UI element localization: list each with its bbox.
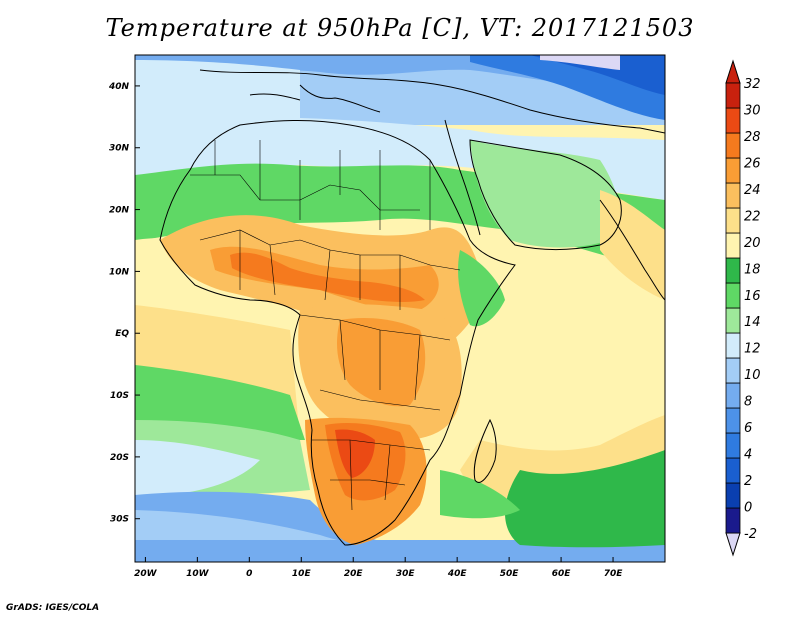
lon-tick-label: 40E bbox=[447, 569, 468, 579]
colorbar-swatch bbox=[725, 182, 741, 209]
colorbar-label: 6 bbox=[744, 421, 752, 436]
colorbar-label: 14 bbox=[744, 315, 761, 330]
colorbar-swatch bbox=[725, 207, 741, 234]
lat-tick-label: 30N bbox=[109, 144, 130, 154]
colorbar-label: 12 bbox=[744, 342, 761, 357]
colorbar-label: -2 bbox=[744, 527, 757, 542]
footer-credit: GrADS: IGES/COLA bbox=[6, 603, 100, 613]
colorbar-bottom-arrow bbox=[725, 532, 741, 557]
colorbar-swatch bbox=[725, 257, 741, 284]
lat-tick-label: EQ bbox=[115, 329, 129, 339]
colorbar-label: 26 bbox=[744, 156, 761, 171]
country-borders bbox=[190, 140, 461, 511]
colorbar-swatch bbox=[725, 407, 741, 434]
lat-tick-label: 20S bbox=[110, 453, 129, 463]
coastlines bbox=[159, 69, 665, 546]
colorbar-label: 24 bbox=[744, 183, 761, 198]
lat-tick-label: 10N bbox=[109, 267, 130, 277]
colorbar-label: 20 bbox=[744, 236, 761, 251]
map-title: Temperature at 950hPa [C], VT: 201712150… bbox=[105, 14, 695, 42]
colorbar-swatch bbox=[725, 507, 741, 534]
lon-tick-label: 60E bbox=[552, 569, 572, 579]
lon-tick-label: 70E bbox=[604, 569, 624, 579]
colorbar-swatch bbox=[725, 232, 741, 259]
colorbar-swatch bbox=[725, 107, 741, 134]
colorbar-label: 28 bbox=[744, 130, 761, 145]
colorbar-label: 16 bbox=[744, 289, 761, 304]
colorbar-label: 22 bbox=[744, 209, 761, 224]
colorbar-swatch bbox=[725, 432, 741, 459]
colorbar-swatch bbox=[725, 307, 741, 334]
lat-tick-label: 40N bbox=[108, 82, 130, 92]
colorbar-label: 0 bbox=[744, 501, 752, 516]
colorbar-swatch bbox=[725, 132, 741, 159]
colorbar-swatch bbox=[725, 282, 741, 309]
lon-tick-label: 0 bbox=[246, 569, 252, 579]
lat-tick-label: 30S bbox=[110, 515, 129, 525]
colorbar-swatch bbox=[725, 157, 741, 184]
lon-tick-label: 50E bbox=[500, 569, 520, 579]
map-frame bbox=[134, 54, 666, 563]
lat-tick-label: 10S bbox=[110, 391, 129, 401]
lat-tick-label: 20N bbox=[109, 206, 130, 216]
latitude-axis: 40N 30N 20N 10N EQ 10S 20S 30S bbox=[108, 82, 140, 525]
colorbar-top-arrow bbox=[725, 59, 741, 84]
colorbar-label: 30 bbox=[744, 103, 761, 118]
lon-tick-label: 20E bbox=[344, 569, 364, 579]
colorbar-swatch bbox=[725, 457, 741, 484]
colorbar-swatch bbox=[725, 332, 741, 359]
lon-tick-label: 10W bbox=[186, 569, 210, 579]
lon-tick-label: 10E bbox=[292, 569, 312, 579]
colorbar-swatch bbox=[725, 82, 741, 109]
longitude-axis: 20W 10W 0 10E 20E 30E 40E 50E 60E 70E bbox=[134, 557, 623, 579]
colorbar-label: 10 bbox=[744, 368, 761, 383]
colorbar-label: 18 bbox=[744, 262, 761, 277]
lon-tick-label: 30E bbox=[396, 569, 416, 579]
colorbar-label: 8 bbox=[744, 395, 752, 410]
colorbar-swatch bbox=[725, 482, 741, 509]
colorbar-label: 32 bbox=[744, 77, 761, 92]
colorbar-label: 4 bbox=[744, 448, 752, 463]
lon-tick-label: 20W bbox=[134, 569, 158, 579]
colorbar-swatch bbox=[725, 357, 741, 384]
colorbar-label: 2 bbox=[744, 474, 752, 489]
colorbar-swatch bbox=[725, 382, 741, 409]
